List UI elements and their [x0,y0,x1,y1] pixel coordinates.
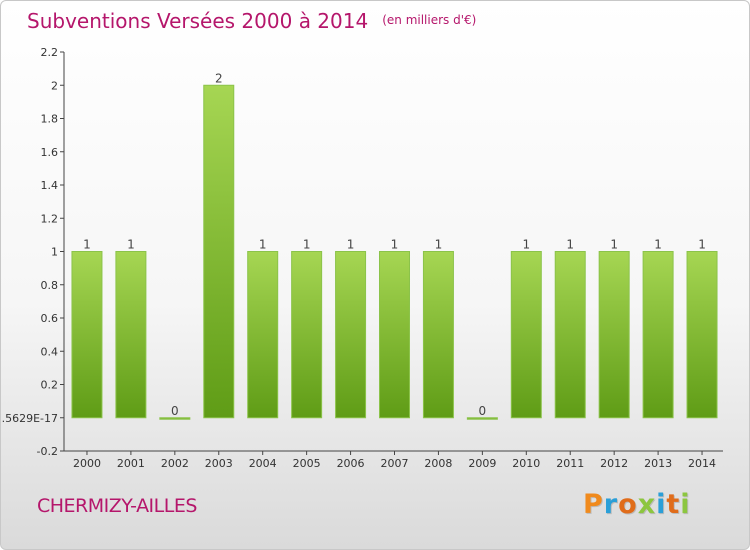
x-tick-label: 2003 [205,457,233,470]
bar [379,251,410,419]
proxiti-logo: Proxiti [583,489,691,520]
x-tick-label: 2000 [73,457,101,470]
bar [642,251,674,419]
y-tick-label: 0.2 [41,379,59,392]
logo-letter: o [618,489,638,520]
x-tick-label: 2005 [293,457,321,470]
bar [598,251,630,419]
data-label: 1 [435,238,443,252]
y-tick-label: 0.8 [41,279,59,292]
x-tick-label: 2002 [161,457,189,470]
bar [291,251,323,419]
logo-letter: t [666,489,681,520]
logo-letter: i [656,489,667,520]
data-label: 1 [83,238,91,252]
chart-bars [71,84,718,420]
x-tick-label: 2011 [556,457,584,470]
bar [554,251,586,419]
logo-letter: i [680,489,691,520]
y-tick-label: 2 [51,79,58,92]
bar [335,251,367,419]
data-label: 1 [610,238,618,252]
data-label: 1 [259,238,267,252]
x-tick-label: 2010 [512,457,540,470]
data-label: 1 [698,238,706,252]
bar [159,417,191,420]
data-label: 1 [522,238,530,252]
data-label: 0 [479,404,487,418]
y-tick-label: 1.4 [41,179,59,192]
x-tick-label: 2012 [600,457,628,470]
data-label: 1 [347,238,355,252]
data-label: 2 [215,71,223,85]
y-tick-label: 1.6 [41,146,59,159]
bar [510,251,542,419]
bar [686,251,718,419]
data-label: 1 [303,238,311,252]
data-label: 1 [127,238,135,252]
commune-name: CHERMIZY-AILLES [37,495,197,517]
x-tick-label: 2007 [381,457,409,470]
logo-letter: r [603,489,619,520]
chart-title: Subventions Versées 2000 à 2014 (en milli… [27,9,476,33]
bar [203,84,235,419]
bar [247,251,279,419]
y-tick-label: 0.4 [41,345,59,358]
x-tick-label: 2004 [249,457,277,470]
y-tick-label: 1 [51,246,58,259]
y-tick-label: 1.8 [41,113,59,126]
bar [466,417,498,420]
x-tick-label: 2009 [468,457,496,470]
chart-data-labels: 1 1 0 2 1 1 1 1 1 0 1 1 1 1 1 [83,71,706,418]
bar [115,251,147,419]
x-tick-label: 2006 [337,457,365,470]
y-tick-label: 2.2 [41,46,59,59]
x-tick-label: 2014 [688,457,716,470]
x-tick-label: 2001 [117,457,145,470]
unit-note: (en milliers d'€) [382,13,477,27]
y-tick-label: 1.2 [41,212,59,225]
chart-title-text: Subventions Versées 2000 à 2014 [27,9,369,33]
data-label: 1 [566,238,574,252]
logo-letter: P [583,489,604,520]
data-label: 1 [391,238,399,252]
y-tick-label: -0.2 [37,445,58,458]
chart-axes: -0.2 1.5629E-17 0.2 0.4 0.6 0.8 1 1.2 1.4 1.6 1.8 2… [1,46,723,470]
data-label: 1 [654,238,662,252]
x-tick-label: 2008 [424,457,452,470]
bar [71,251,103,419]
y-tick-label: 1.5629E-17 [1,412,58,425]
x-tick-label: 2013 [644,457,672,470]
y-tick-label: 0.6 [41,312,59,325]
bar [422,251,454,419]
logo-letter: x [637,489,657,520]
data-label: 0 [171,404,179,418]
